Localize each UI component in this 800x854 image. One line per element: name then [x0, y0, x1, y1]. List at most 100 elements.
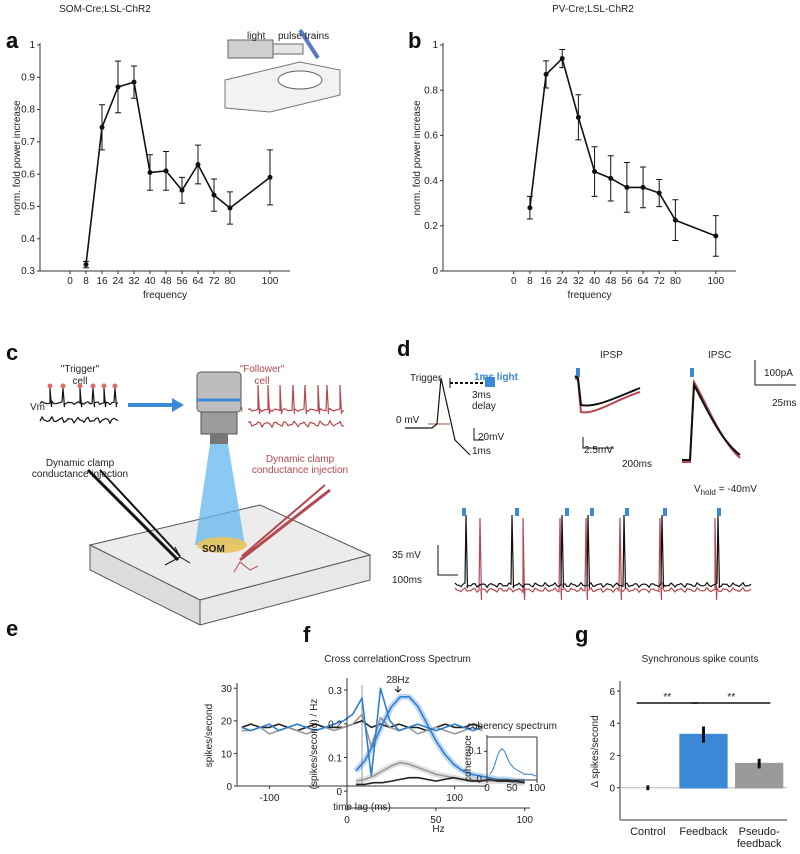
shape — [437, 545, 458, 576]
chart-title: Cross Spectrum — [399, 654, 471, 665]
label: IPSP — [600, 350, 623, 361]
data-point — [267, 174, 273, 180]
y-tick-label: 0.3 — [328, 686, 342, 697]
label: 1ms — [472, 446, 491, 457]
y-tick-label: 0.7 — [21, 137, 35, 148]
x-tick-label: 8 — [83, 276, 89, 287]
data-point — [115, 84, 121, 90]
y-tick-label: 0.1 — [468, 746, 482, 757]
y-tick-label: 0.6 — [424, 131, 438, 142]
trace — [574, 375, 641, 407]
label: "Trigger" — [61, 364, 100, 375]
label: 25ms — [772, 398, 796, 409]
chart-title: Synchronous spike counts — [642, 654, 759, 665]
x-tick-label: 64 — [637, 276, 649, 287]
scale-bars — [428, 360, 796, 576]
light-marker — [625, 508, 629, 516]
x-tick-label: 16 — [96, 276, 108, 287]
x-axis-label: Hz — [432, 824, 444, 835]
data-point — [672, 217, 678, 223]
chart-title: coherency spectrum — [467, 721, 557, 732]
label: conductance injection — [252, 465, 348, 476]
label: 20mV — [478, 432, 504, 443]
trace — [247, 384, 345, 415]
y-tick-label: 0.2 — [424, 221, 438, 232]
x-tick-label: 32 — [128, 276, 140, 287]
trace — [247, 419, 345, 429]
light-marker — [576, 368, 580, 377]
shape — [86, 468, 180, 562]
y-tick-label: 20 — [221, 717, 233, 728]
trace — [574, 377, 641, 414]
data-point — [624, 184, 630, 190]
label: "Follower" — [240, 364, 285, 375]
x-tick-label: 32 — [573, 276, 585, 287]
shape — [195, 444, 245, 545]
series-line — [355, 696, 525, 782]
data-point — [195, 161, 201, 167]
shape — [473, 428, 484, 441]
label: hold — [701, 488, 716, 497]
y-tick-label: 0.8 — [21, 105, 35, 116]
shape — [210, 434, 228, 444]
significance-label: ** — [727, 692, 735, 703]
y-tick-label: 0.4 — [21, 234, 35, 245]
panel-letter: c — [6, 340, 18, 365]
annotation: 28Hz — [386, 675, 409, 686]
chart-title: Cross correlation — [324, 654, 400, 665]
shape — [239, 488, 331, 562]
trace — [405, 377, 471, 456]
label: Dynamic clamp — [46, 458, 115, 469]
shape — [196, 371, 242, 413]
shape — [199, 554, 371, 626]
x-tick-label: 24 — [557, 276, 569, 287]
y-tick-label: 1 — [432, 40, 438, 51]
trace — [454, 517, 752, 601]
x-tick-label: 50 — [430, 815, 442, 826]
spike-dot — [112, 383, 118, 389]
y-tick-label: 0.9 — [21, 72, 35, 83]
label: Vhold = -40mV — [694, 484, 757, 497]
label: 0 mV — [396, 415, 420, 426]
x-tick-label: 56 — [621, 276, 633, 287]
x-tick-label: 0 — [344, 815, 350, 826]
rig-illustration — [86, 371, 372, 626]
chart-title: PV-Cre;LSL-ChR2 — [552, 4, 634, 15]
x-tick-label: 50 — [506, 783, 518, 794]
x-tick-label: 16 — [540, 276, 552, 287]
mouse-illustration — [224, 28, 341, 113]
shape — [172, 398, 184, 412]
y-tick-label: 10 — [221, 749, 233, 760]
data-point — [131, 79, 137, 85]
x-tick-label: Pseudo-feedback — [736, 826, 782, 850]
panel-letter: a — [6, 28, 19, 53]
trace — [682, 381, 741, 461]
series-line — [241, 687, 483, 777]
shape — [298, 28, 320, 60]
y-tick-label: 2 — [609, 751, 615, 762]
data-point — [575, 114, 581, 120]
x-tick-label: 48 — [605, 276, 617, 287]
label: 3ms — [472, 390, 491, 401]
x-tick-label: 100 — [516, 815, 533, 826]
y-tick-label: 0 — [476, 774, 482, 785]
x-tick-label: 72 — [208, 276, 220, 287]
label: 35 mV — [392, 550, 421, 561]
data-point — [608, 175, 614, 181]
series-line — [355, 776, 525, 786]
y-tick-label: 6 — [609, 687, 615, 698]
y-axis-label: norm. fold power increase — [412, 100, 423, 215]
x-tick-label: 80 — [224, 276, 236, 287]
label: Vm — [30, 402, 45, 413]
x-tick-label: 0 — [511, 276, 517, 287]
x-axis-label: frequency — [568, 290, 612, 301]
spike-dot — [60, 383, 66, 389]
series-line — [489, 748, 537, 777]
trace — [454, 514, 752, 589]
data-point — [211, 192, 217, 198]
label: IPSC — [708, 350, 731, 361]
shape — [200, 411, 238, 435]
spike-dot — [101, 383, 107, 389]
x-tick-label: 100 — [262, 276, 279, 287]
